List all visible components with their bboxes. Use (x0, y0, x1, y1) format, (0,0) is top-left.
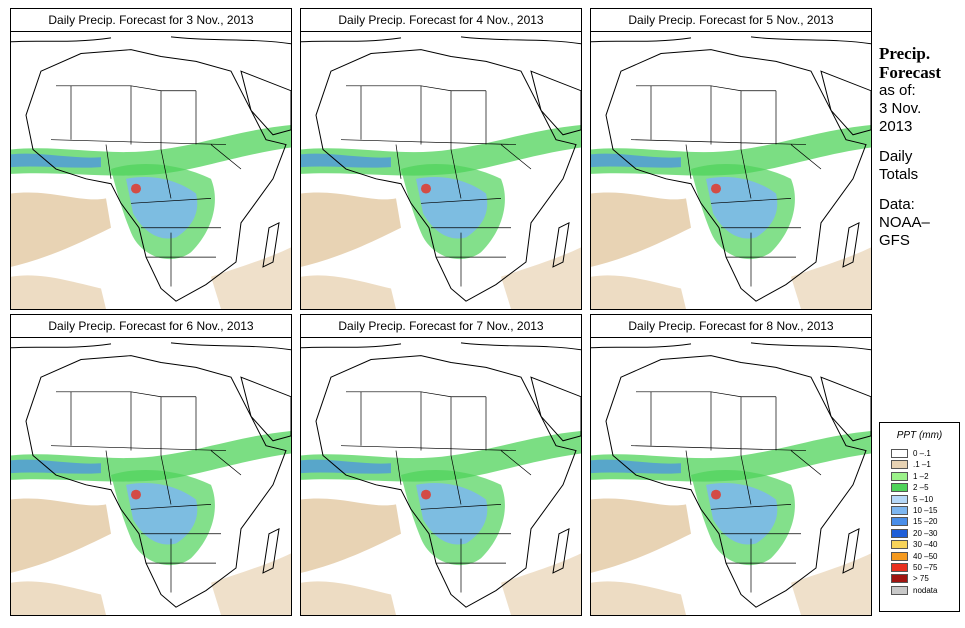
legend-item: 0 –.1 (880, 448, 959, 459)
legend-item: 1 –2 (880, 471, 959, 482)
africa-precip-map (11, 32, 291, 309)
legend-swatch (891, 471, 908, 481)
legend-label: 20 –30 (913, 528, 938, 538)
daily-line1: Daily (879, 148, 913, 165)
data-line2: NOAA– (879, 214, 930, 231)
forecast-panel-nov7: Daily Precip. Forecast for 7 Nov., 2013 (300, 314, 582, 616)
legend-swatch (891, 562, 908, 572)
africa-precip-map (591, 338, 871, 615)
panel-title: Daily Precip. Forecast for 8 Nov., 2013 (591, 315, 871, 338)
legend-swatch (891, 551, 908, 561)
legend-swatch (891, 574, 908, 584)
legend-label: 50 –75 (913, 562, 938, 572)
daily-line2: Totals (879, 166, 919, 183)
legend-label: 2 –5 (913, 483, 929, 493)
legend-item: 20 –30 (880, 528, 959, 539)
panel-title: Daily Precip. Forecast for 4 Nov., 2013 (301, 9, 581, 32)
legend-item: 10 –15 (880, 505, 959, 516)
legend-swatch (891, 585, 908, 595)
forecast-panel-nov5: Daily Precip. Forecast for 5 Nov., 2013 (590, 8, 872, 310)
legend-item: nodata (880, 585, 959, 596)
legend-swatch (891, 460, 908, 470)
legend-label: 40 –50 (913, 551, 938, 561)
heading-line2: Forecast (879, 63, 941, 82)
asof-line3: 2013 (879, 118, 913, 135)
forecast-panel-nov6: Daily Precip. Forecast for 6 Nov., 2013 (10, 314, 292, 616)
legend-label: 0 –.1 (913, 449, 931, 458)
legend-item: .1 –1 (880, 459, 959, 470)
legend-label: 15 –20 (913, 517, 938, 527)
legend-item: 15 –20 (880, 516, 959, 527)
forecast-panel-nov3: Daily Precip. Forecast for 3 Nov., 2013 (10, 8, 292, 310)
africa-precip-map (301, 338, 581, 615)
heading-line1: Precip. (879, 44, 931, 63)
data-line1: Data: (879, 196, 915, 213)
legend-swatch (891, 449, 908, 458)
sidebar-info: Precip. Forecast as of: 3 Nov. 2013 Dail… (879, 44, 965, 250)
legend-label: .1 –1 (913, 460, 931, 470)
legend-swatch (891, 505, 908, 515)
legend-item: 40 –50 (880, 551, 959, 562)
legend-label: 30 –40 (913, 540, 938, 550)
forecast-panel-nov4: Daily Precip. Forecast for 4 Nov., 2013 (300, 8, 582, 310)
legend-item: 50 –75 (880, 562, 959, 573)
legend-item: > 75 (880, 573, 959, 584)
africa-precip-map (591, 32, 871, 309)
legend-swatch (891, 494, 908, 504)
legend-swatch (891, 483, 908, 493)
africa-precip-map (11, 338, 291, 615)
legend-swatch (891, 528, 908, 538)
panel-title: Daily Precip. Forecast for 5 Nov., 2013 (591, 9, 871, 32)
legend-swatch (891, 540, 908, 550)
legend-label: 10 –15 (913, 505, 938, 515)
panel-title: Daily Precip. Forecast for 6 Nov., 2013 (11, 315, 291, 338)
legend-label: > 75 (913, 574, 929, 584)
legend-label: nodata (913, 585, 938, 595)
asof-line2: 3 Nov. (879, 100, 922, 117)
asof-line1: as of: (879, 82, 916, 99)
precip-legend: PPT (mm) 0 –.1 .1 –1 1 –2 2 –5 5 –10 10 –15 15… (879, 422, 960, 612)
legend-title: PPT (mm) (896, 430, 943, 441)
forecast-panel-nov8: Daily Precip. Forecast for 8 Nov., 2013 (590, 314, 872, 616)
legend-label: 5 –10 (913, 494, 934, 504)
legend-label: 1 –2 (913, 471, 929, 481)
legend-item: 2 –5 (880, 482, 959, 493)
panel-title: Daily Precip. Forecast for 7 Nov., 2013 (301, 315, 581, 338)
panel-title: Daily Precip. Forecast for 3 Nov., 2013 (11, 9, 291, 32)
legend-item: 30 –40 (880, 539, 959, 550)
data-line3: GFS (879, 232, 910, 249)
africa-precip-map (301, 32, 581, 309)
legend-swatch (891, 517, 908, 527)
legend-item: 5 –10 (880, 494, 959, 505)
